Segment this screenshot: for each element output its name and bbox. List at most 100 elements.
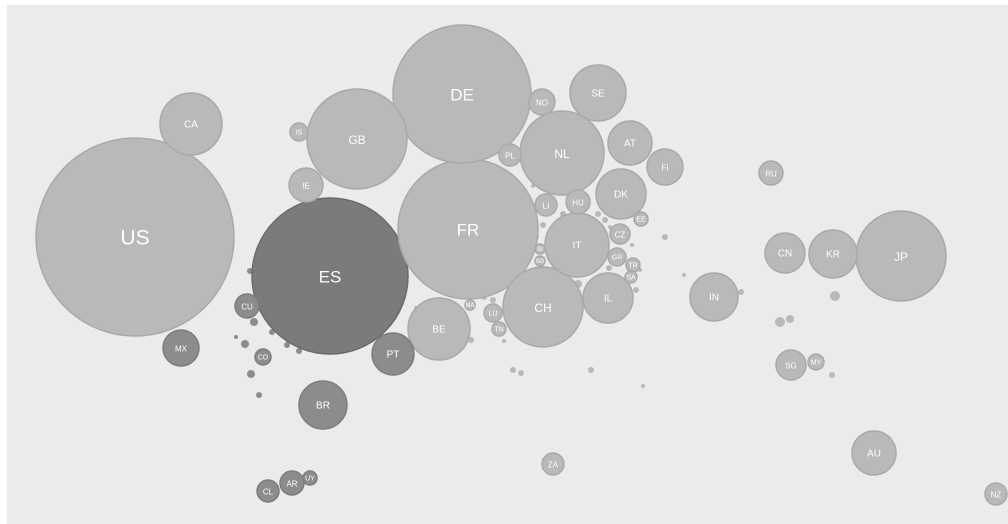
bubble-circle[interactable] [302, 470, 318, 486]
bubble-dot[interactable] [602, 217, 608, 223]
bubble-circle[interactable] [534, 193, 558, 217]
bubble-it[interactable]: IT [544, 212, 610, 278]
bubble-hu[interactable]: HU [565, 189, 591, 215]
bubble-ee[interactable]: EE [633, 211, 649, 227]
bubble-fi[interactable]: FI [646, 148, 684, 186]
bubble-circle[interactable] [464, 299, 476, 311]
bubble-circle[interactable] [35, 137, 235, 337]
bubble-circle[interactable] [491, 321, 507, 337]
bubble-au[interactable]: AU [851, 430, 897, 476]
bubble-dot[interactable] [234, 335, 238, 339]
bubble-dk[interactable]: DK [595, 168, 647, 220]
bubble-circle[interactable] [689, 272, 739, 322]
bubble-cu[interactable]: CU [234, 293, 260, 319]
bubble-circle[interactable] [984, 482, 1008, 506]
bubble-tn[interactable]: TN [491, 321, 507, 337]
bubble-circle[interactable] [607, 247, 627, 267]
bubble-circle[interactable] [159, 92, 223, 156]
bubble-circle[interactable] [371, 332, 415, 376]
bubble-circle[interactable] [775, 349, 807, 381]
bubble-circle[interactable] [541, 452, 565, 476]
bubble-dot[interactable] [510, 367, 516, 373]
bubble-circle[interactable] [633, 211, 649, 227]
bubble-si[interactable]: SI [534, 243, 546, 255]
bubble-dot[interactable] [641, 384, 645, 388]
bubble-dot[interactable] [633, 287, 639, 293]
bubble-dot[interactable] [247, 370, 255, 378]
bubble-mx[interactable]: MX [162, 329, 200, 367]
bubble-circle[interactable] [279, 470, 305, 496]
bubble-br[interactable]: BR [298, 380, 348, 430]
bubble-za[interactable]: ZA [541, 452, 565, 476]
bubble-circle[interactable] [234, 293, 260, 319]
bubble-ie[interactable]: IE [288, 167, 324, 203]
bubble-lu[interactable]: LU [483, 303, 503, 323]
bubble-jp[interactable]: JP [855, 210, 947, 302]
bubble-de[interactable]: DE [392, 24, 532, 164]
bubble-se[interactable]: SE [569, 64, 627, 122]
bubble-li[interactable]: LI [534, 193, 558, 217]
bubble-nz[interactable]: NZ [984, 482, 1008, 506]
bubble-circle[interactable] [808, 229, 858, 279]
bubble-sg[interactable]: SG [534, 255, 546, 267]
bubble-circle[interactable] [534, 255, 546, 267]
bubble-tr[interactable]: TR [625, 257, 641, 273]
bubble-my[interactable]: MY [807, 353, 825, 371]
bubble-is[interactable]: IS [289, 122, 309, 142]
bubble-pt[interactable]: PT [371, 332, 415, 376]
bubble-fr[interactable]: FR [397, 158, 539, 300]
bubble-dot[interactable] [775, 317, 785, 327]
bubble-at[interactable]: AT [607, 120, 653, 166]
bubble-dot[interactable] [588, 367, 594, 373]
bubble-dot[interactable] [540, 222, 546, 228]
bubble-no[interactable]: NO [528, 88, 556, 116]
bubble-circle[interactable] [609, 223, 631, 245]
bubble-pl[interactable]: PL [498, 143, 522, 167]
bubble-dot[interactable] [241, 340, 249, 348]
bubble-cl[interactable]: CL [256, 479, 280, 503]
bubble-dot[interactable] [256, 392, 262, 398]
bubble-circle[interactable] [256, 479, 280, 503]
bubble-dot[interactable] [250, 318, 258, 326]
bubble-kr[interactable]: KR [808, 229, 858, 279]
bubble-dot[interactable] [830, 291, 840, 301]
bubble-sa[interactable]: SA [624, 270, 638, 284]
bubble-circle[interactable] [607, 120, 653, 166]
bubble-be[interactable]: BE [407, 297, 471, 361]
bubble-circle[interactable] [162, 329, 200, 367]
bubble-dot[interactable] [502, 339, 506, 343]
bubble-dot[interactable] [490, 297, 496, 303]
bubble-dot[interactable] [608, 225, 612, 229]
bubble-circle[interactable] [582, 272, 634, 324]
bubble-circle[interactable] [807, 353, 825, 371]
bubble-circle[interactable] [498, 143, 522, 167]
bubble-dot[interactable] [829, 372, 835, 378]
bubble-ch[interactable]: CH [502, 266, 584, 348]
bubble-nl[interactable]: NL [519, 110, 605, 196]
bubble-cz[interactable]: CZ [609, 223, 631, 245]
bubble-ar[interactable]: AR [279, 470, 305, 496]
bubble-circle[interactable] [646, 148, 684, 186]
bubble-circle[interactable] [764, 232, 806, 274]
bubble-dot[interactable] [662, 234, 668, 240]
bubble-circle[interactable] [289, 122, 309, 142]
bubble-circle[interactable] [565, 189, 591, 215]
bubble-circle[interactable] [758, 160, 784, 186]
bubble-cn[interactable]: CN [764, 232, 806, 274]
bubble-circle[interactable] [251, 197, 409, 355]
bubble-circle[interactable] [595, 168, 647, 220]
bubble-circle[interactable] [483, 303, 503, 323]
bubble-uy[interactable]: UY [302, 470, 318, 486]
bubble-circle[interactable] [288, 167, 324, 203]
bubble-dot[interactable] [468, 337, 474, 343]
bubble-circle[interactable] [502, 266, 584, 348]
bubble-circle[interactable] [306, 88, 408, 190]
bubble-in[interactable]: IN [689, 272, 739, 322]
bubble-circle[interactable] [298, 380, 348, 430]
bubble-circle[interactable] [569, 64, 627, 122]
bubble-us[interactable]: US [35, 137, 235, 337]
bubble-circle[interactable] [528, 88, 556, 116]
bubble-dot[interactable] [606, 265, 612, 271]
bubble-dot[interactable] [630, 243, 634, 247]
bubble-dot[interactable] [296, 348, 302, 354]
